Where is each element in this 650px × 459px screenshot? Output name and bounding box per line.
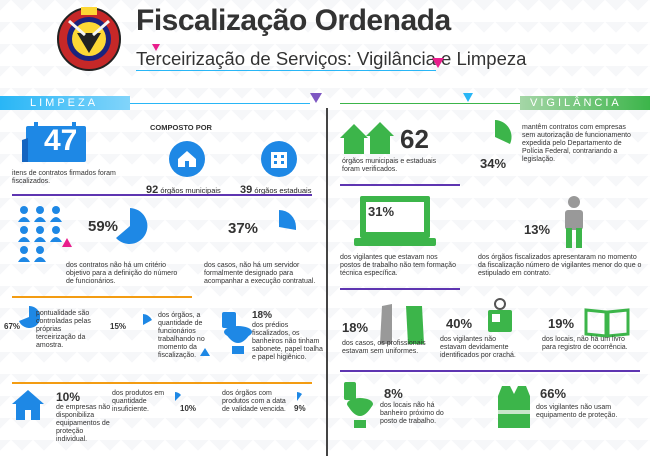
limpeza-banner-label: LIMPEZA [30,97,99,109]
deco-triangle [432,58,444,68]
municipais-label: órgãos municipais [160,186,221,195]
orgs-number: 62 [400,124,429,154]
vigilancia-banner-line [340,103,520,104]
stat67-text: pontualidade são controladas pelas própr… [36,310,91,349]
pie-icon [288,392,306,410]
deco-triangle [62,238,72,247]
stat13-pct: 13% [524,222,551,237]
badge-icon [484,298,516,334]
pie-icon [262,210,296,244]
pie-icon [166,392,184,410]
stat15-text: dos órgãos, a quantidade de funcionários… [158,312,205,359]
stat8-pct: 8% [384,386,403,401]
stat18-vig-text: dos casos, os profissionais estavam sem … [342,340,426,355]
houses-icon [340,120,396,156]
calendar-icon [20,122,90,162]
arrow-line [340,184,460,186]
pie-icon [478,120,512,154]
stat59-pct: 59% [88,218,119,235]
stat59-text: dos contratos não há um critério objetiv… [66,262,178,285]
limpeza-banner-line [130,103,310,104]
stat66-text: dos vigilantes não usam equipamento de p… [536,404,618,419]
pie-icon [18,305,41,328]
composto-label: COMPOSTO POR [150,123,212,132]
arrow-line [12,296,192,298]
stat10b-pct: 10% [180,404,197,413]
house-small-icon [10,388,46,422]
toilet-icon [220,312,254,356]
stat18-limpeza-text: dos prédios fiscalizados, os banheiros n… [252,322,323,361]
stat9-pct: 9% [294,404,306,413]
vigilancia-banner-label: VIGILÂNCIA [530,97,622,109]
house-icon [168,140,206,178]
stat18-limpeza-pct: 18% [252,310,273,321]
person-icon [562,196,586,248]
stat34-text: mantêm contratos com empresas sem autori… [522,124,631,163]
deco-triangle [152,44,160,51]
center-divider [326,108,328,456]
page-subtitle: Terceirização de Serviços: Vigilância e … [136,48,527,69]
vigilancia-banner: VIGILÂNCIA [520,96,650,110]
contracts-number: 47 [44,124,78,157]
vest-icon [496,386,532,430]
shirt-icon [376,304,426,346]
stat31-text: dos vigilantes que estavam nos postos de… [340,254,456,277]
stat18-vig-pct: 18% [342,320,369,335]
estaduais-label: órgãos estaduais [254,186,312,195]
title-underline [136,70,436,71]
stat13-text: dos órgãos fiscalizados apresentaram no … [478,254,642,277]
stat67-pct: 67% [4,322,21,331]
municipais-number: 92 [146,184,159,196]
pie-icon [112,208,148,244]
people-icon [16,204,64,264]
stat40-pct: 40% [446,316,473,331]
building-icon [260,140,298,178]
arrow-line [12,382,312,384]
deco-triangle [310,93,322,103]
stat10a-text: de empresas não disponibiliza equipament… [56,404,111,443]
laptop-icon [354,196,436,248]
estaduais-number: 39 [240,184,253,196]
page-title: Fiscalização Ordenada [136,4,451,37]
stat19-pct: 19% [548,316,575,331]
stat37-pct: 37% [228,220,259,237]
arrow-line [340,370,640,372]
stat37-text: dos casos, não há um servidor formalment… [204,262,316,285]
stat19-text: dos locais, não há um livro para registr… [542,336,628,351]
contracts-text: itens de contratos firmados foram fiscal… [12,170,116,185]
stat34-pct: 34% [480,156,507,171]
stat8-text: dos locais não há banheiro próximo do po… [380,402,444,425]
deco-triangle [200,348,210,356]
municipais-stat: 92 órgãos municipais [146,184,221,196]
estaduais-stat: 39 órgãos estaduais [240,184,311,196]
book-icon [584,308,630,338]
stat9-text: dos órgãos com produtos com a data de va… [222,390,286,413]
stat40-text: dos vigilantes não estavam devidamente i… [440,336,516,359]
stat15-pct: 15% [110,322,127,331]
stat31-pct: 31% [368,204,395,219]
arrow-line [12,194,312,196]
stat10a-pct: 10% [56,390,81,404]
seal-logo [55,5,123,73]
stat66-pct: 66% [540,386,567,401]
pie-icon [132,314,154,336]
deco-triangle [463,93,473,102]
limpeza-banner: LIMPEZA [0,96,130,110]
stat10b-text: dos produtos em quantidade insuficiente. [112,390,165,413]
orgs-text: órgãos municipais e estaduais foram veri… [342,158,437,173]
arrow-line [340,288,460,290]
toilet-icon [342,382,374,430]
